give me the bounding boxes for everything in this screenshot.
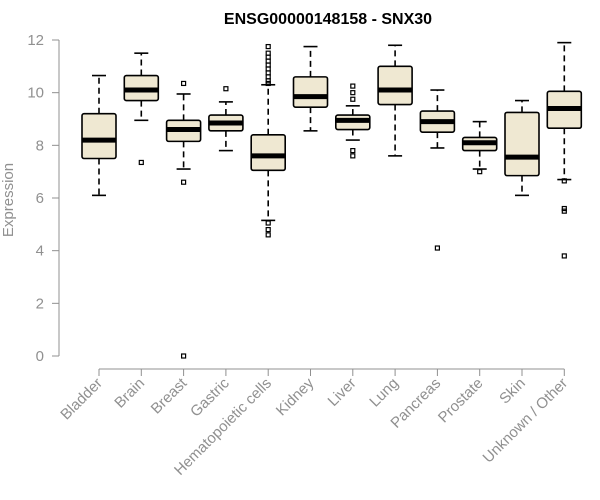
box-group — [208, 86, 244, 152]
outlier-point — [561, 205, 567, 212]
outlier-point — [350, 153, 356, 159]
y-tick-label: 6 — [36, 190, 44, 207]
outlier-point — [181, 353, 187, 359]
iqr-box — [250, 134, 286, 172]
box-group — [250, 43, 286, 238]
x-tick-label: Skin — [496, 375, 529, 408]
x-tick-label: Prostate — [435, 375, 487, 427]
outlier-point — [181, 179, 187, 185]
iqr-box — [292, 76, 329, 108]
outlier-point — [561, 178, 567, 184]
x-tick-label: Breast — [148, 374, 191, 417]
box-group — [504, 99, 540, 197]
outlier-point — [350, 96, 356, 102]
box-group — [334, 83, 371, 159]
iqr-box — [504, 111, 540, 177]
iqr-box — [81, 112, 117, 160]
x-tick-label: Liver — [325, 375, 360, 410]
outlier-point — [265, 43, 271, 50]
chart-title: ENSG00000148158 - SNX30 — [224, 11, 432, 28]
outlier-point — [265, 50, 271, 56]
box-group — [461, 120, 498, 175]
outlier-point — [477, 169, 483, 175]
x-tick-label: Kidney — [273, 374, 318, 419]
y-tick-label: 8 — [36, 137, 44, 154]
outlier-point — [350, 90, 356, 96]
outlier-point — [181, 80, 187, 87]
box-group — [81, 74, 117, 197]
outlier-point — [265, 232, 271, 238]
box-group — [377, 44, 413, 157]
x-tick-label: Bladder — [57, 375, 106, 424]
y-tick-label: 10 — [27, 85, 44, 102]
outlier-point — [265, 220, 271, 226]
outlier-point — [265, 80, 271, 87]
outlier-point — [265, 227, 271, 233]
y-axis-label: Expression — [0, 163, 17, 237]
box-group — [123, 52, 160, 166]
outlier-point — [223, 86, 229, 92]
outlier-point — [350, 83, 356, 89]
y-tick-label: 2 — [36, 295, 44, 312]
box-group — [546, 41, 583, 259]
y-tick-label: 4 — [36, 243, 44, 260]
plot-area — [81, 41, 583, 359]
outlier-point — [138, 159, 144, 166]
box-group — [165, 80, 202, 359]
outlier-point — [350, 148, 356, 154]
outlier-point — [434, 245, 440, 251]
y-axis: 0 2 4 6 8 10 12 — [27, 32, 60, 365]
outlier-point — [561, 253, 567, 259]
x-tick-label: Lung — [366, 375, 402, 411]
y-tick-label: 0 — [36, 348, 44, 365]
box-group — [292, 45, 329, 132]
outlier-point — [561, 208, 567, 214]
y-tick-label: 12 — [27, 32, 44, 49]
iqr-box — [377, 65, 413, 106]
x-tick-label: Brain — [111, 375, 148, 412]
box-group — [419, 89, 456, 251]
